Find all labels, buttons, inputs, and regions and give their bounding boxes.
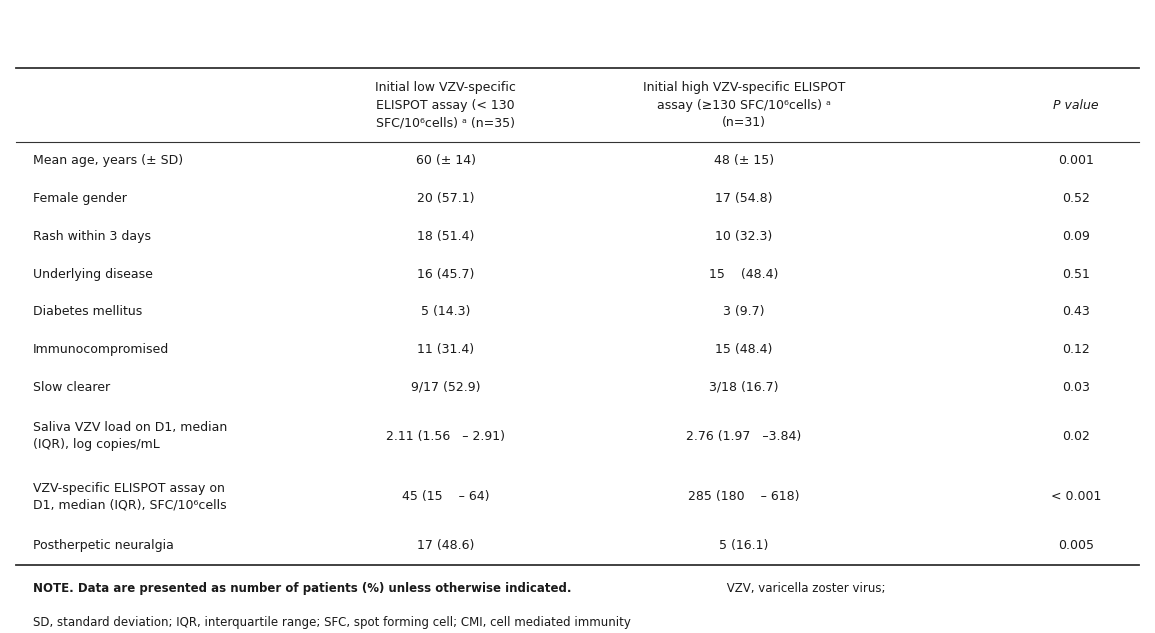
Text: Saliva VZV load on D1, median
(IQR), log copies/mL: Saliva VZV load on D1, median (IQR), log… [32,422,228,451]
Text: 17 (54.8): 17 (54.8) [715,192,773,205]
Text: 9/17 (52.9): 9/17 (52.9) [411,381,480,394]
Text: 0.51: 0.51 [1063,268,1090,280]
Text: 0.43: 0.43 [1063,305,1090,318]
Text: 16 (45.7): 16 (45.7) [417,268,475,280]
Text: 15 (48.4): 15 (48.4) [715,343,773,356]
Text: 60 (± 14): 60 (± 14) [416,154,476,167]
Text: Diabetes mellitus: Diabetes mellitus [32,305,142,318]
Text: 0.001: 0.001 [1058,154,1094,167]
Text: 0.09: 0.09 [1063,230,1090,243]
Text: P value: P value [1053,99,1100,112]
Text: < 0.001: < 0.001 [1051,491,1102,503]
Text: 0.52: 0.52 [1063,192,1090,205]
Text: Immunocompromised: Immunocompromised [32,343,169,356]
Text: 285 (180    – 618): 285 (180 – 618) [688,491,799,503]
Text: 20 (57.1): 20 (57.1) [417,192,475,205]
Text: Mean age, years (± SD): Mean age, years (± SD) [32,154,182,167]
Text: Female gender: Female gender [32,192,127,205]
Text: 5 (16.1): 5 (16.1) [720,539,768,553]
Text: 18 (51.4): 18 (51.4) [417,230,475,243]
Text: 15    (48.4): 15 (48.4) [709,268,778,280]
Text: Rash within 3 days: Rash within 3 days [32,230,151,243]
Text: Slow clearer: Slow clearer [32,381,110,394]
Text: 0.12: 0.12 [1063,343,1090,356]
Text: 3/18 (16.7): 3/18 (16.7) [709,381,778,394]
Text: 2.76 (1.97   –3.84): 2.76 (1.97 –3.84) [686,430,802,443]
Text: 11 (31.4): 11 (31.4) [417,343,475,356]
Text: NOTE. Data are presented as number of patients (%) unless otherwise indicated.: NOTE. Data are presented as number of pa… [32,582,572,595]
Text: Initial low VZV-specific
ELISPOT assay (< 130
SFC/10⁶cells) ᵃ (n=35): Initial low VZV-specific ELISPOT assay (… [375,81,516,129]
Text: 48 (± 15): 48 (± 15) [714,154,774,167]
Text: VZV, varicella zoster virus;: VZV, varicella zoster virus; [723,582,885,595]
Text: 10 (32.3): 10 (32.3) [715,230,773,243]
Text: 3 (9.7): 3 (9.7) [723,305,765,318]
Text: VZV-specific ELISPOT assay on
D1, median (IQR), SFC/10⁶cells: VZV-specific ELISPOT assay on D1, median… [32,482,226,512]
Text: SD, standard deviation; IQR, interquartile range; SFC, spot forming cell; CMI, c: SD, standard deviation; IQR, interquarti… [32,615,631,629]
Text: Initial high VZV-specific ELISPOT
assay (≥130 SFC/10⁶cells) ᵃ
(n=31): Initial high VZV-specific ELISPOT assay … [642,81,845,129]
Text: 0.02: 0.02 [1063,430,1090,443]
Text: Postherpetic neuralgia: Postherpetic neuralgia [32,539,173,553]
Text: 45 (15    – 64): 45 (15 – 64) [402,491,490,503]
Text: 0.03: 0.03 [1063,381,1090,394]
Text: 0.005: 0.005 [1058,539,1094,553]
Text: 2.11 (1.56   – 2.91): 2.11 (1.56 – 2.91) [386,430,505,443]
Text: Underlying disease: Underlying disease [32,268,152,280]
Text: 5 (14.3): 5 (14.3) [420,305,470,318]
Text: 17 (48.6): 17 (48.6) [417,539,475,553]
